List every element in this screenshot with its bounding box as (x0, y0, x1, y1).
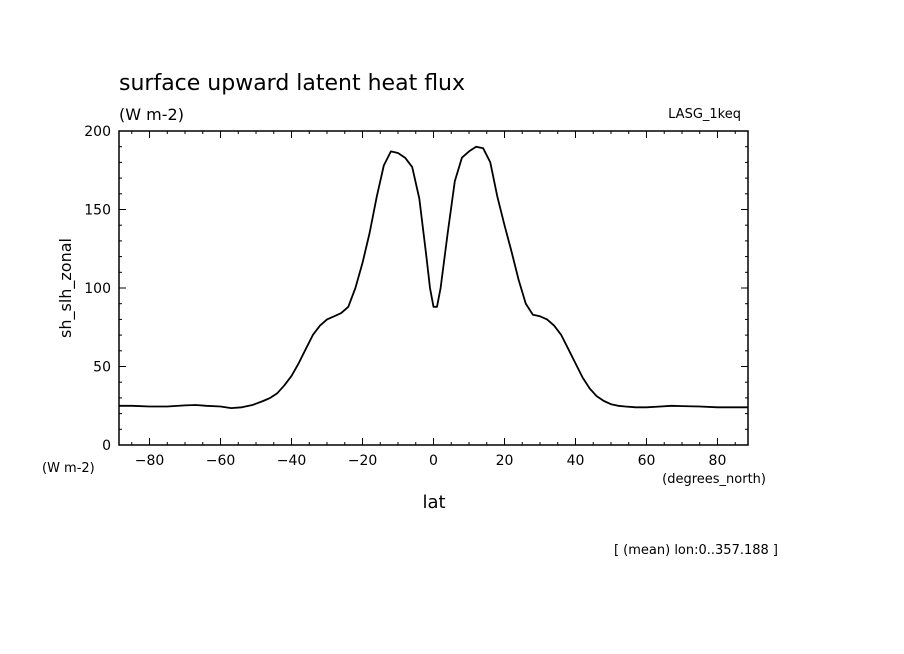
y-axis-units: (W m-2) (42, 461, 95, 476)
x-tick-label: 60 (638, 453, 656, 469)
series-layer (119, 145, 748, 410)
tick-labels: −80 −60 −40 −20 0 20 40 60 80 0 50 100 150 200 (84, 124, 726, 469)
x-tick-label: 20 (496, 453, 514, 469)
series-line (119, 145, 748, 410)
chart-title: surface upward latent heat flux (119, 71, 465, 96)
y-tick-label: 50 (93, 360, 111, 376)
x-axis-label: lat (422, 492, 445, 513)
x-tick-label: −60 (206, 453, 236, 469)
footnote: [ (mean) lon:0..357.188 ] (614, 543, 778, 558)
dataset-label: LASG_1keq (668, 107, 741, 122)
x-tick-label: 0 (429, 453, 438, 469)
x-tick-label: 40 (567, 453, 585, 469)
axis-ticks (119, 130, 748, 446)
x-tick-label: −80 (135, 453, 165, 469)
x-tick-label: −40 (277, 453, 307, 469)
x-tick-label: −20 (348, 453, 378, 469)
y-tick-label: 100 (84, 281, 111, 297)
x-tick-label: 80 (709, 453, 727, 469)
y-tick-label: 0 (102, 438, 111, 454)
chart-subtitle-units: (W m-2) (119, 105, 184, 124)
y-tick-label: 200 (84, 124, 111, 140)
y-tick-label: 150 (84, 203, 111, 219)
plot-frame (118, 130, 749, 446)
y-axis-label: sh_slh_zonal (56, 238, 76, 338)
x-axis-units: (degrees_north) (662, 472, 766, 487)
